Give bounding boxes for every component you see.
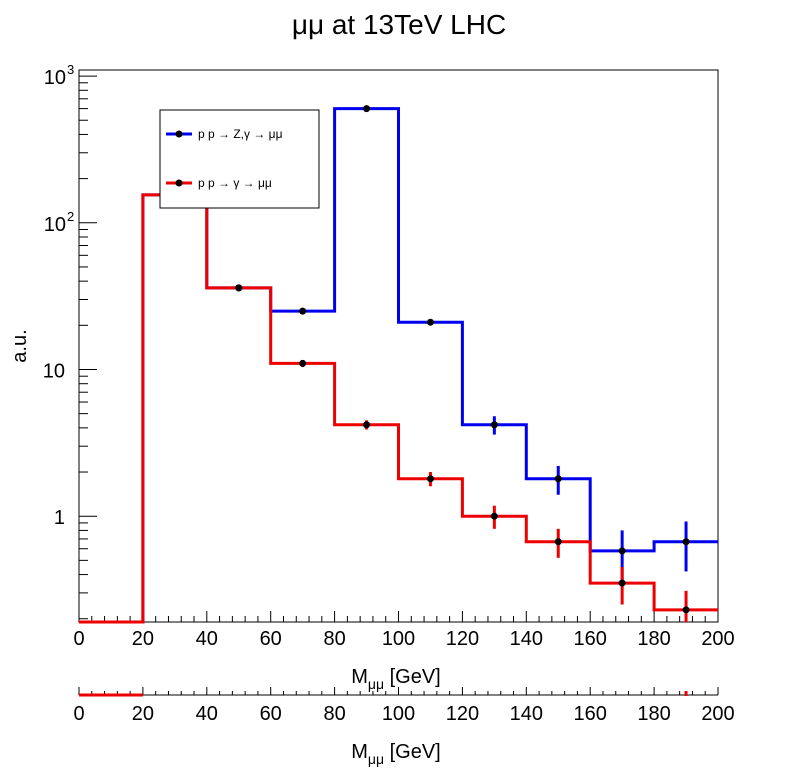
x-tick-label: 200 xyxy=(701,628,734,650)
data-point xyxy=(554,538,562,546)
lower-x-tick-label: 120 xyxy=(446,703,479,725)
x-tick-label: 120 xyxy=(446,628,479,650)
lower-axis-panel: 0 20 40 60 80 100 120 140 160 180 200 Mμμ [GeV] xyxy=(73,687,735,767)
data-point xyxy=(235,284,243,292)
lower-x-tick-label: 40 xyxy=(196,703,218,725)
data-point xyxy=(554,475,562,483)
x-tick-label: 40 xyxy=(196,628,218,650)
data-point xyxy=(682,606,690,614)
lower-x-tick-label: 140 xyxy=(510,703,543,725)
data-point xyxy=(618,547,626,555)
legend-label: p p → Z,γ → μμ xyxy=(198,127,283,141)
y-tick-exponent: 3 xyxy=(67,62,74,77)
lower-x-tick-label: 80 xyxy=(323,703,345,725)
legend-marker xyxy=(175,130,183,138)
legend-label: p p → γ → μμ xyxy=(198,176,272,190)
y-tick-label: 10 xyxy=(43,360,65,382)
x-axis-label: Mμμ [GeV] xyxy=(351,666,441,692)
data-point xyxy=(426,475,434,483)
lower-x-tick-label: 0 xyxy=(73,703,84,725)
lower-x-tick-label: 100 xyxy=(382,703,415,725)
data-point xyxy=(490,421,498,429)
data-point xyxy=(363,105,371,113)
data-point xyxy=(682,538,690,546)
data-point xyxy=(426,318,434,326)
data-point xyxy=(363,421,371,429)
data-point xyxy=(299,307,307,315)
y-tick-label: 10 xyxy=(44,67,66,89)
chart-title: μμ at 13TeV LHC xyxy=(292,9,506,40)
y-axis-label: a.u. xyxy=(9,329,31,362)
lower-x-tick-label: 160 xyxy=(574,703,607,725)
data-point xyxy=(490,512,498,520)
x-tick-label: 180 xyxy=(637,628,670,650)
data-point xyxy=(618,579,626,587)
lower-x-tick-label: 20 xyxy=(132,703,154,725)
y-tick-label: 1 xyxy=(54,507,65,529)
x-tick-label: 0 xyxy=(73,628,84,650)
lower-x-tick-label: 180 xyxy=(637,703,670,725)
x-tick-label: 60 xyxy=(260,628,282,650)
x-tick-label: 140 xyxy=(510,628,543,650)
legend-marker xyxy=(175,179,183,187)
lower-x-tick-label: 60 xyxy=(260,703,282,725)
x-tick-label: 100 xyxy=(382,628,415,650)
x-tick-label: 80 xyxy=(323,628,345,650)
y-tick-label: 10 xyxy=(44,214,66,236)
x-tick-label: 20 xyxy=(132,628,154,650)
x-tick-label: 160 xyxy=(574,628,607,650)
lower-x-axis-label: Mμμ [GeV] xyxy=(351,741,441,767)
lower-x-tick-label: 200 xyxy=(701,703,734,725)
series-line xyxy=(79,193,718,624)
legend-box xyxy=(159,109,320,209)
y-tick-exponent: 2 xyxy=(67,209,74,224)
data-point xyxy=(299,359,307,367)
